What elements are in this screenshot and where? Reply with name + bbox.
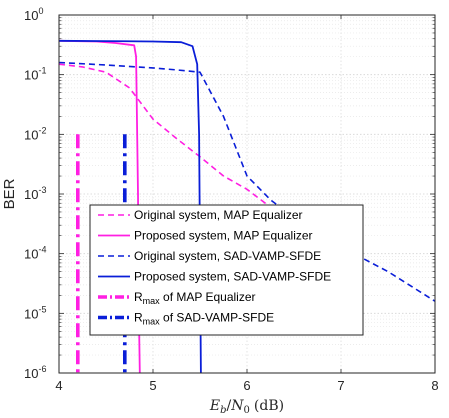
x-tick-label: 4: [55, 378, 62, 393]
y-tick-label: 100: [24, 6, 43, 23]
y-tick-label: 10-5: [24, 304, 46, 321]
y-tick-label: 10-4: [24, 245, 46, 262]
legend-label-5: Rmax of SAD-VAMP-SFDE: [134, 311, 274, 327]
y-tick-label: 10-6: [24, 364, 46, 381]
x-tick-label: 8: [431, 378, 438, 393]
legend-box: [89, 204, 364, 336]
legend-label-0: Original system, MAP Equalizer: [134, 208, 303, 222]
legend-entries: Original system, MAP Equalizer Proposed s…: [98, 208, 331, 327]
x-tick-labels: 4 5 6 7 8: [55, 378, 438, 393]
x-tick-label: 6: [243, 378, 250, 393]
x-axis-label: Eb/N0 (dB): [209, 398, 284, 416]
x-tick-label: 5: [149, 378, 156, 393]
x-tick-label: 7: [337, 378, 344, 393]
legend-label-1: Proposed system, MAP Equalizer: [134, 229, 313, 243]
y-tick-label: 10-2: [24, 125, 46, 142]
legend-label-3: Proposed system, SAD-VAMP-SFDE: [134, 270, 331, 284]
y-axis-label: BER: [1, 178, 18, 209]
legend: Original system, MAP Equalizer Proposed s…: [89, 204, 364, 336]
y-tick-label: 10-1: [24, 66, 46, 83]
series-line-0: [58, 63, 271, 208]
y-tick-labels: 10-6 10-5 10-4 10-3 10-2 10-1 100: [24, 6, 46, 381]
y-tick-label: 10-3: [24, 185, 46, 202]
tick-marks: [58, 14, 436, 374]
legend-label-2: Original system, SAD-VAMP-SFDE: [134, 249, 321, 263]
legend-label-4: Rmax of MAP Equalizer: [134, 290, 256, 306]
